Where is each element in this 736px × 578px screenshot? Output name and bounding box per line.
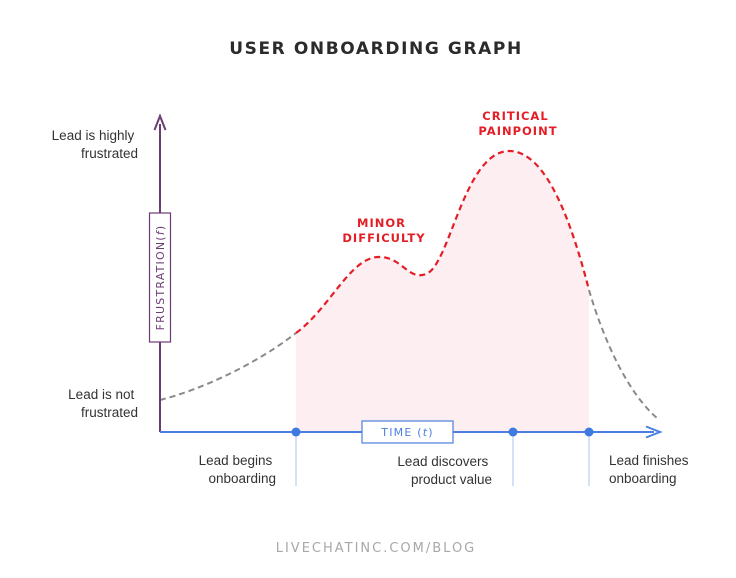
milestone-value-label: Lead discovers product value: [397, 454, 492, 487]
annotation-critical-painpoint: CRITICAL PAINPOINT: [478, 109, 557, 138]
milestone-finish-label: Lead finishes onboarding: [609, 453, 692, 486]
curve-post-onboarding: [588, 289, 658, 419]
y-axis-bottom-label: Lead is not frustrated: [68, 387, 138, 420]
x-axis-label-box: [361, 420, 454, 444]
marker-value: [508, 427, 518, 437]
marker-finish: [584, 427, 594, 437]
footer-url: LIVECHATINC.COM/BLOG: [276, 541, 477, 556]
curve-pre-onboarding: [159, 332, 297, 401]
curve-onboarding: [295, 149, 591, 334]
milestone-begin-label: Lead begins onboarding: [199, 453, 276, 486]
y-axis-top-label: Lead is highly frustrated: [52, 128, 138, 161]
x-axis-label: TIME (t): [380, 426, 433, 439]
annotation-minor-difficulty: MINOR DIFFICULTY: [342, 216, 425, 245]
y-axis-arrow: [153, 113, 167, 131]
x-axis-arrow: [645, 425, 663, 439]
y-axis-label-box: [148, 212, 172, 343]
y-axis-label: FRUSTRATION(f): [154, 225, 167, 331]
diagram-title: USER ONBOARDING GRAPH: [229, 39, 523, 59]
marker-begin: [291, 427, 301, 437]
onboarding-area: [296, 150, 589, 432]
